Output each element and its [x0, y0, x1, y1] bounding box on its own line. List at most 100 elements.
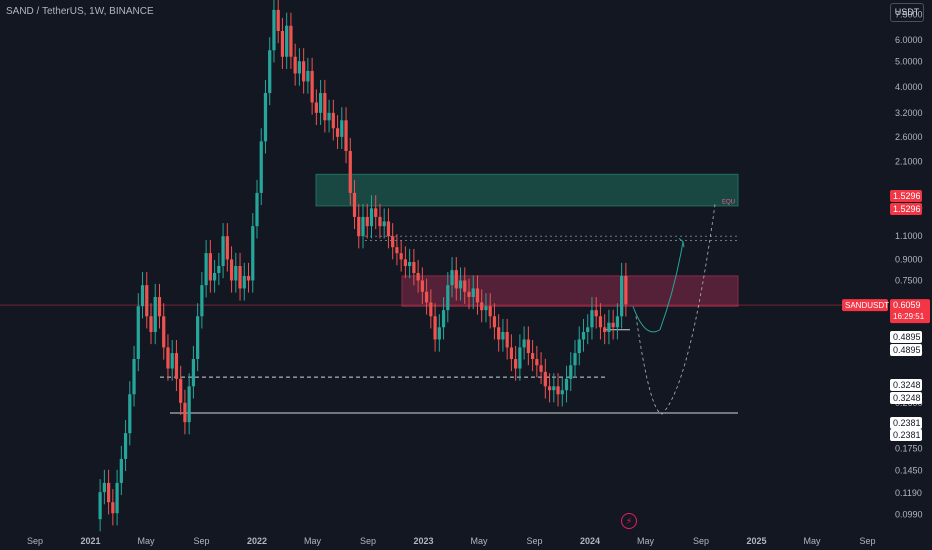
candle-body	[488, 306, 492, 317]
candle	[556, 373, 560, 407]
candle	[450, 257, 454, 298]
candle	[543, 358, 547, 399]
price-label: 0.4895	[893, 332, 921, 342]
candle-body	[221, 236, 225, 266]
candle	[344, 107, 348, 164]
candle-body	[217, 266, 221, 274]
candle-body	[501, 332, 505, 340]
candle-body	[170, 353, 174, 369]
candle-body	[391, 236, 395, 248]
candle	[598, 303, 603, 340]
price-label: 0.2381	[893, 430, 921, 440]
candle	[157, 283, 162, 329]
candle	[497, 314, 501, 352]
candle	[441, 297, 446, 340]
projection-paths	[632, 204, 716, 415]
candle	[289, 12, 293, 69]
candle-body	[560, 390, 564, 395]
candle-body	[590, 310, 594, 328]
candle	[204, 240, 208, 298]
candle	[212, 259, 217, 293]
candle-body	[598, 316, 603, 328]
candle-body	[352, 192, 357, 217]
candle	[573, 339, 577, 378]
candle	[251, 213, 255, 293]
candle	[408, 248, 412, 279]
candle-body	[327, 112, 331, 121]
candle-body	[535, 359, 539, 366]
price-label-box	[890, 203, 922, 215]
candle-body	[123, 433, 128, 459]
candle-body	[463, 280, 467, 292]
candle-body	[128, 394, 132, 434]
y-tick-label: 0.9000	[895, 254, 923, 264]
candles	[98, 0, 628, 532]
candle-body	[162, 316, 166, 348]
candle-body	[361, 216, 365, 237]
current-price-box	[890, 299, 930, 324]
candle-body	[234, 266, 238, 281]
candle-body	[450, 270, 454, 286]
candle-body	[603, 327, 607, 333]
currency-selector[interactable]: USDT	[890, 3, 924, 22]
y-tick-label: 6.0000	[895, 35, 923, 45]
candle-body	[492, 316, 497, 328]
candle-body	[471, 288, 475, 297]
price-labels: 1.5296 1.5296 0.4895 0.4895 0.3248 0.3248 0.23…	[842, 190, 930, 441]
candle-body	[166, 347, 170, 369]
candle	[162, 303, 166, 360]
candle	[149, 303, 153, 345]
candle	[518, 334, 522, 381]
candle	[217, 252, 221, 286]
candle	[272, 0, 276, 63]
x-tick-label: Sep	[859, 536, 875, 546]
candle-body	[335, 128, 340, 137]
y-tick-label: 0.7500	[895, 275, 923, 285]
x-tick-label: 2025	[746, 536, 766, 546]
candle-body	[543, 371, 547, 387]
candle-body	[514, 359, 518, 369]
candle	[196, 303, 200, 372]
x-tick-label: May	[304, 536, 322, 546]
candle-body	[111, 502, 115, 514]
candle-body	[395, 247, 399, 254]
candle-body	[378, 216, 382, 227]
candle-body	[594, 310, 598, 317]
candle-body	[429, 302, 433, 317]
candle	[268, 37, 272, 106]
candle-body	[441, 310, 446, 328]
candle	[484, 293, 488, 323]
candle	[221, 223, 225, 279]
price-label-box	[890, 331, 922, 343]
candle	[259, 128, 263, 206]
candle	[454, 257, 458, 301]
candle-body	[547, 386, 552, 391]
candle	[463, 267, 467, 304]
candle-body	[505, 332, 509, 348]
candle-body	[174, 353, 179, 379]
flash-icon[interactable]: ⚡	[621, 513, 637, 529]
candle	[395, 234, 399, 266]
candle-body	[564, 378, 569, 391]
y-tick-label: 0.1450	[895, 465, 923, 475]
candle-body	[318, 93, 323, 113]
price-label: 0.4895	[893, 345, 921, 355]
candle	[429, 289, 433, 329]
candle-body	[620, 275, 624, 317]
candle	[416, 259, 420, 293]
candle	[586, 314, 590, 345]
price-label-box	[890, 379, 922, 391]
candle-body	[179, 378, 183, 403]
candle	[323, 79, 327, 133]
x-tick-label: Sep	[360, 536, 376, 546]
candle	[594, 297, 598, 329]
candle	[348, 137, 352, 206]
y-tick-label: 7.5000	[895, 9, 923, 19]
symbol-label-box	[842, 299, 888, 312]
candle	[492, 303, 497, 340]
y-tick-label: 3.2000	[895, 108, 923, 118]
candle-body	[480, 302, 484, 311]
candle-body	[454, 270, 458, 289]
candle	[590, 297, 594, 340]
